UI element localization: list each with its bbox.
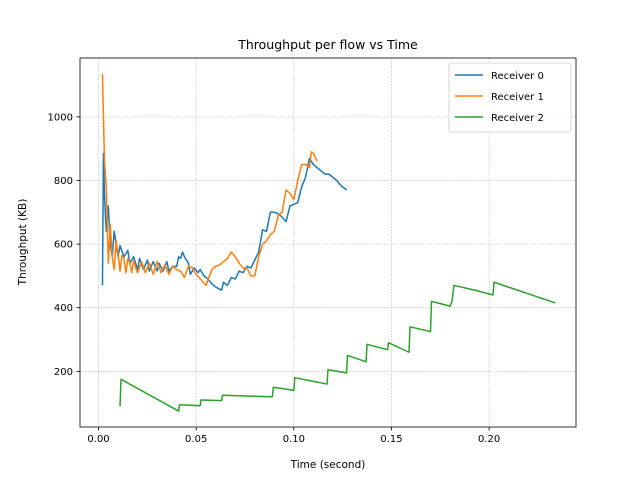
y-axis-label: Throughput (KB) (17, 199, 29, 287)
y-tick-label: 800 (54, 176, 73, 187)
y-tick-label: 600 (54, 240, 73, 251)
series-line-1 (101, 73, 318, 287)
y-tick-label: 1000 (48, 112, 73, 123)
legend: Receiver 0 Receiver 1 Receiver 2 (448, 62, 572, 133)
x-axis-label: Time (second) (290, 459, 366, 471)
x-tick-label: 0.10 (283, 434, 305, 445)
legend-label: Receiver 2 (491, 113, 544, 124)
x-tick-label: 0.15 (380, 434, 402, 445)
series-layer (101, 73, 556, 412)
y-tick-label: 200 (54, 367, 73, 378)
legend-label: Receiver 0 (491, 71, 544, 82)
legend-label: Receiver 1 (491, 92, 544, 103)
series-line-0 (101, 152, 348, 291)
ticks: 0.00 0.05 0.10 0.15 0.20 200 400 600 800 1000 (48, 112, 501, 445)
y-tick-label: 400 (54, 303, 73, 314)
x-tick-label: 0.05 (185, 434, 207, 445)
chart-title: Throughput per flow vs Time (237, 37, 418, 52)
x-tick-label: 0.20 (478, 434, 500, 445)
legend-frame (448, 62, 572, 133)
series-line-2 (119, 281, 556, 412)
x-tick-label: 0.00 (87, 434, 109, 445)
plot-frame (79, 57, 577, 428)
